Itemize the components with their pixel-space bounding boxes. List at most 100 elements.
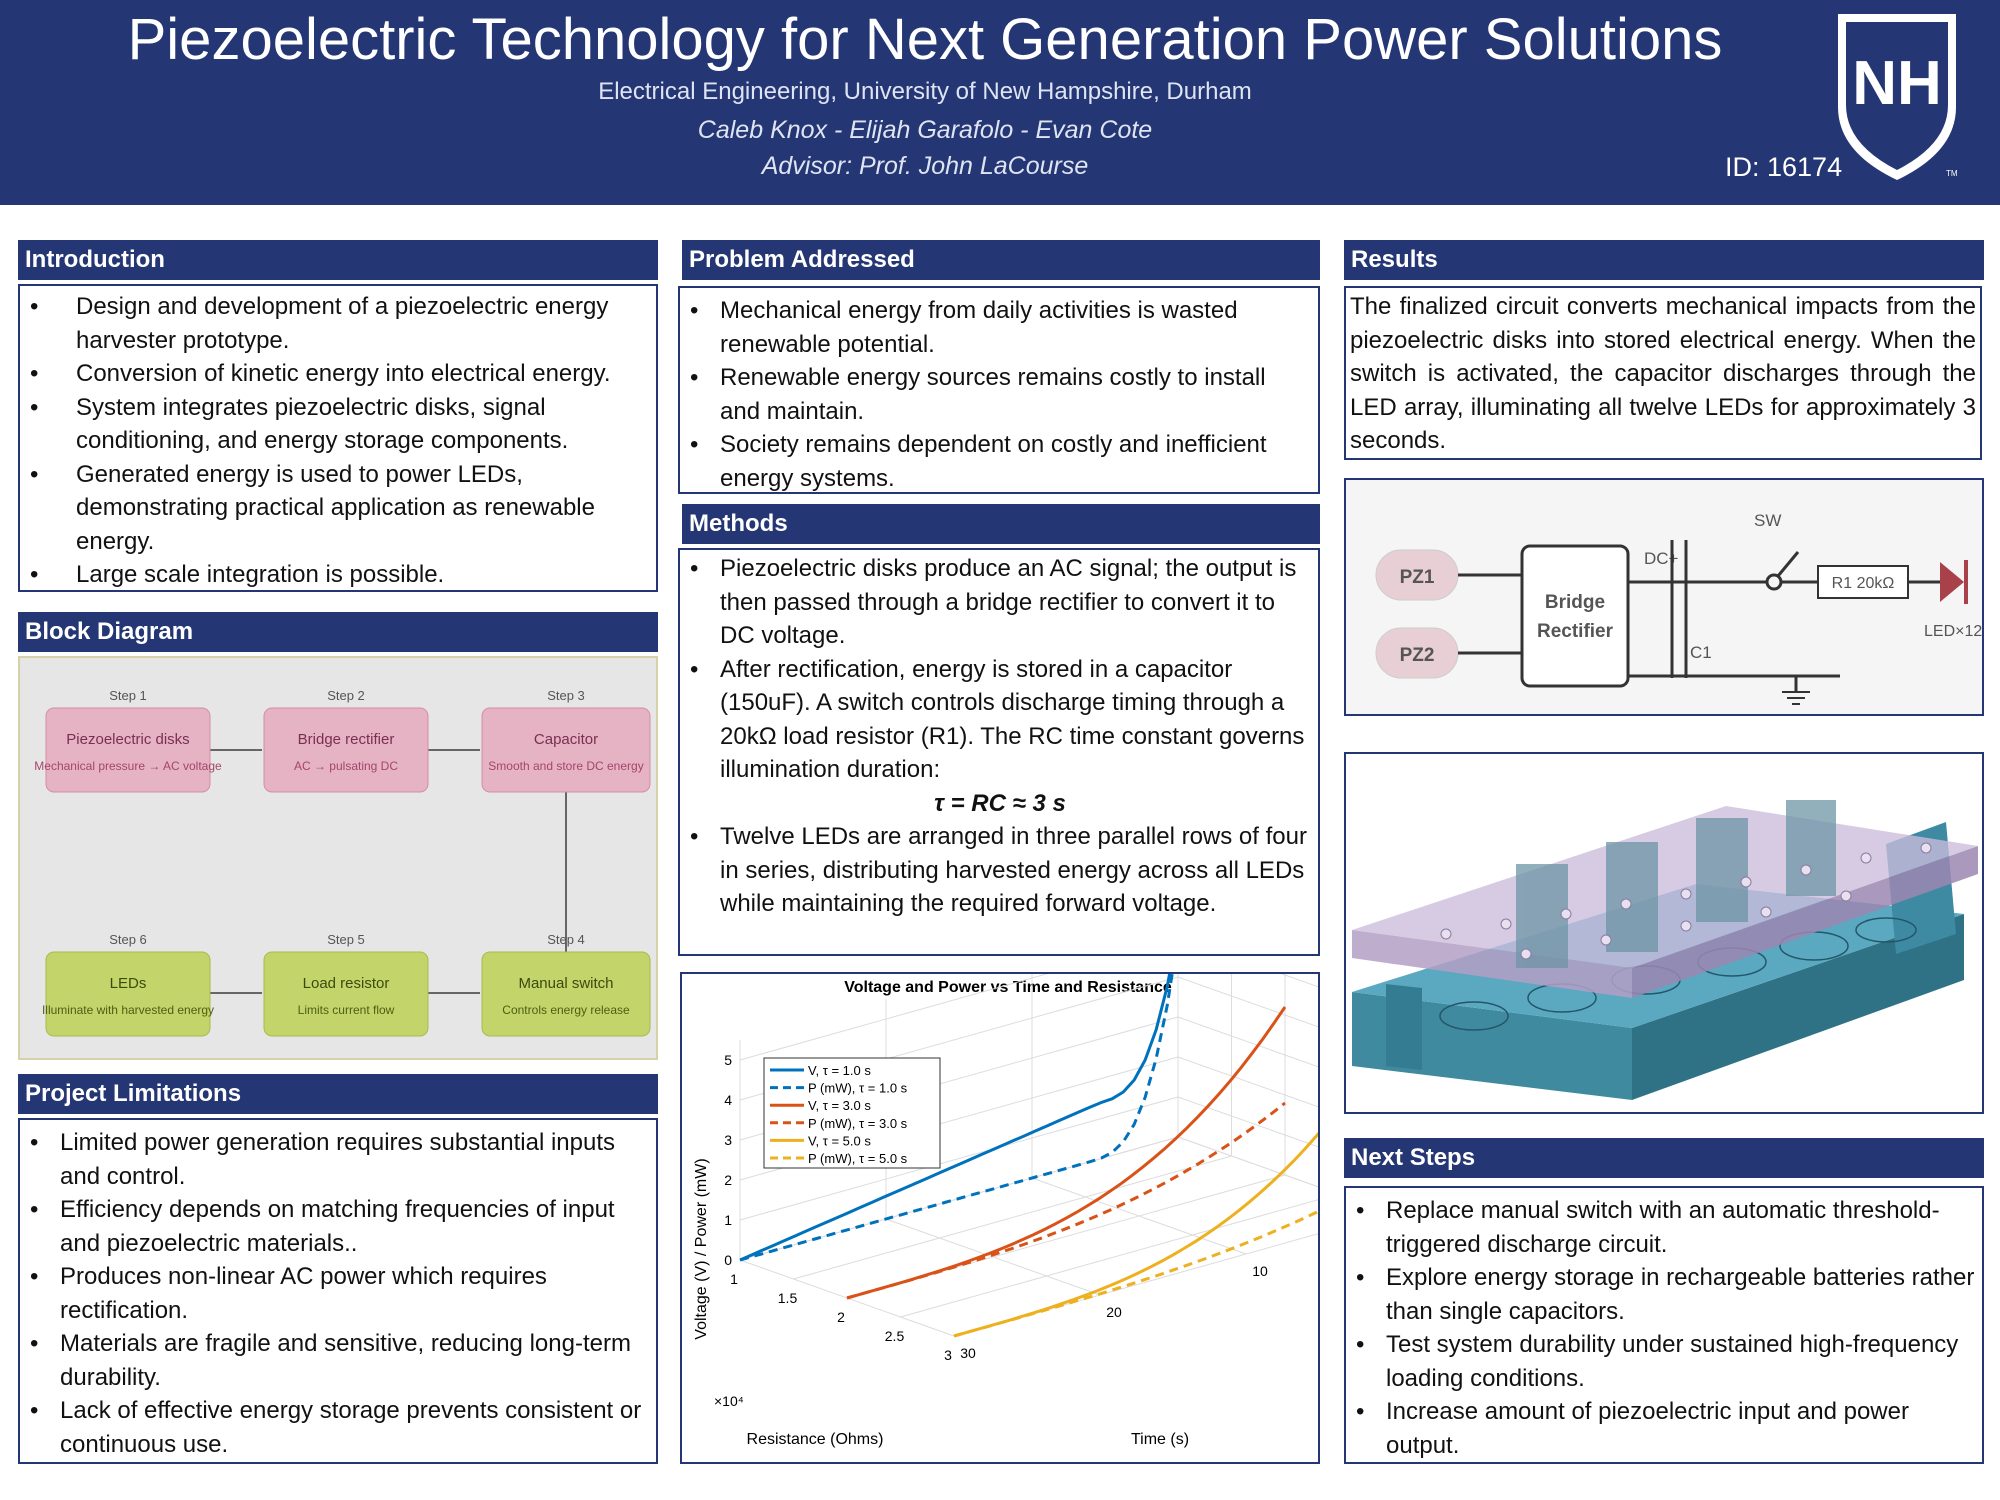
step-label: Step 2 [327, 688, 365, 703]
logo-tm: TM [1946, 169, 1958, 178]
step-title: Bridge rectifier [298, 731, 395, 748]
chart-x-label: Resistance (Ohms) [747, 1431, 884, 1448]
list-item: Lack of effective energy storage prevent… [26, 1394, 650, 1461]
list-item: Large scale integration is possible. [26, 558, 650, 592]
block-diagram-panel: Step 1 Piezoelectric disks Mechanical pr… [18, 656, 658, 1060]
limitations-box: Limited power generation requires substa… [18, 1118, 658, 1464]
led-label: LED×12 [1924, 623, 1982, 640]
problem-box: Mechanical energy from daily activities … [678, 286, 1320, 494]
list-item: Society remains dependent on costly and … [686, 428, 1312, 495]
authors-line: Caleb Knox - Elijah Garafolo - Evan Cote [697, 116, 1153, 144]
logo-text: NH [1852, 49, 1942, 118]
poster-header: Piezoelectric Technology for Next Genera… [0, 0, 2000, 205]
block-diagram-svg: Step 1 Piezoelectric disks Mechanical pr… [34, 688, 651, 1037]
list-item: System integrates piezoelectric disks, s… [26, 391, 650, 458]
grid-line [885, 1218, 1101, 1296]
list-item: Explore energy storage in rechargeable b… [1352, 1261, 1976, 1328]
series-line-4 [846, 1101, 1286, 1300]
x-tick-label: 1.5 [778, 1290, 798, 1306]
step-label: Step 1 [109, 688, 147, 703]
poster-id: ID: 16174 [1725, 152, 1843, 182]
next-steps-list: Replace manual switch with an automatic … [1346, 1188, 1982, 1466]
step-1-box [45, 707, 211, 793]
step-2-box [263, 707, 429, 793]
next-steps-box: Replace manual switch with an automatic … [1344, 1186, 1984, 1464]
grid-line [1031, 1177, 1247, 1255]
step-desc: Limits current flow [298, 1003, 395, 1017]
list-item: Test system durability under sustained h… [1352, 1328, 1976, 1395]
department-line: Electrical Engineering, University of Ne… [598, 78, 1252, 105]
step-title: Manual switch [518, 975, 613, 992]
chart-multiplier: ×10⁴ [714, 1393, 744, 1409]
dc-label: DC+ [1644, 549, 1679, 568]
series-line-2 [739, 974, 1174, 1262]
problem-list: Mechanical energy from daily activities … [680, 288, 1318, 499]
methods-box: Piezoelectric disks produce an AC signal… [678, 548, 1320, 956]
z-tick-label: 3 [724, 1132, 732, 1148]
r1-label: R1 20kΩ [1832, 575, 1895, 592]
series-line-6 [953, 1209, 1318, 1338]
x-tick-label: 3 [944, 1347, 952, 1363]
rectifier-label: Rectifier [1537, 621, 1614, 642]
step-desc: Smooth and store DC energy [488, 759, 643, 773]
pz2-label: PZ2 [1400, 645, 1435, 666]
step-desc: Illuminate with harvested energy [42, 1003, 214, 1017]
step-4-box [481, 951, 651, 1037]
list-item: Efficiency depends on matching frequenci… [26, 1193, 650, 1260]
results-text: The finalized circuit converts mechanica… [1350, 293, 1976, 454]
prototype-cad-render [1346, 754, 1982, 1112]
chart-series [739, 974, 1318, 1338]
step-desc: Controls energy release [502, 1003, 630, 1017]
step-label: Step 6 [109, 932, 147, 947]
limitations-heading: Project Limitations [18, 1074, 658, 1114]
list-item: Generated energy is used to power LEDs, … [26, 458, 650, 559]
step-label: Step 5 [327, 932, 365, 947]
limitations-list: Limited power generation requires substa… [20, 1120, 656, 1465]
list-item: After rectification, energy is stored in… [686, 653, 1314, 787]
legend-entry: V, τ = 5.0 s [808, 1133, 871, 1148]
introduction-box: Design and development of a piezoelectri… [18, 284, 658, 592]
z-tick-label: 2 [724, 1172, 732, 1188]
list-item: Renewable energy sources remains costly … [686, 361, 1312, 428]
chart-y-label: Time (s) [1131, 1431, 1189, 1448]
introduction-heading: Introduction [18, 240, 658, 280]
step-desc: Mechanical pressure → AC voltage [34, 759, 222, 773]
chart-title: Voltage and Power vs Time and Resistance [844, 979, 1172, 996]
step-6-box [45, 951, 211, 1037]
problem-heading: Problem Addressed [682, 240, 1320, 280]
legend-entry: P (mW), τ = 1.0 s [808, 1081, 908, 1096]
methods-list: Piezoelectric disks produce an AC signal… [680, 550, 1318, 925]
step-title: Piezoelectric disks [66, 731, 189, 748]
step-label: Step 4 [547, 932, 585, 947]
list-item: Produces non-linear AC power which requi… [26, 1260, 650, 1327]
step-label: Step 3 [547, 688, 585, 703]
legend-box [763, 1057, 941, 1169]
step-desc: AC → pulsating DC [294, 759, 398, 773]
c1-label: C1 [1690, 643, 1712, 662]
introduction-list: Design and development of a piezoelectri… [20, 286, 656, 596]
step-5-box [263, 951, 429, 1037]
grid-line [793, 1155, 1232, 1280]
series-line-1 [739, 974, 1172, 1262]
results-box: The finalized circuit converts mechanica… [1344, 286, 1982, 460]
block-diagram-heading: Block Diagram [18, 612, 658, 652]
results-heading: Results [1344, 240, 1984, 280]
legend-entry: V, τ = 3.0 s [808, 1098, 871, 1113]
cad-render-panel [1344, 752, 1984, 1114]
sw-label: SW [1754, 511, 1781, 530]
list-item: Twelve LEDs are arranged in three parall… [686, 820, 1314, 921]
circuit-schematic: PZ1 PZ2 Bridge Rectifier DC+ C1 SW R1 20… [1346, 480, 1982, 714]
chart-legend: V, τ = 1.0 s P (mW), τ = 1.0 s V, τ = 3.0 … [763, 1057, 941, 1169]
voltage-power-chart: Voltage and Power vs Time and Resistance… [693, 974, 1318, 1448]
unh-shield-logo: NH TM [1838, 14, 1958, 180]
methods-heading: Methods [682, 504, 1320, 544]
list-item: Replace manual switch with an automatic … [1352, 1194, 1976, 1261]
chart-panel: Voltage and Power vs Time and Resistance… [680, 972, 1320, 1464]
list-item: Design and development of a piezoelectri… [26, 290, 650, 357]
x-tick-label: 2 [837, 1309, 845, 1325]
circuit-panel: PZ1 PZ2 Bridge Rectifier DC+ C1 SW R1 20… [1344, 478, 1984, 716]
y-tick-label: 10 [1252, 1263, 1268, 1279]
y-tick-label: 20 [1106, 1304, 1122, 1320]
step-3-box [481, 707, 651, 793]
